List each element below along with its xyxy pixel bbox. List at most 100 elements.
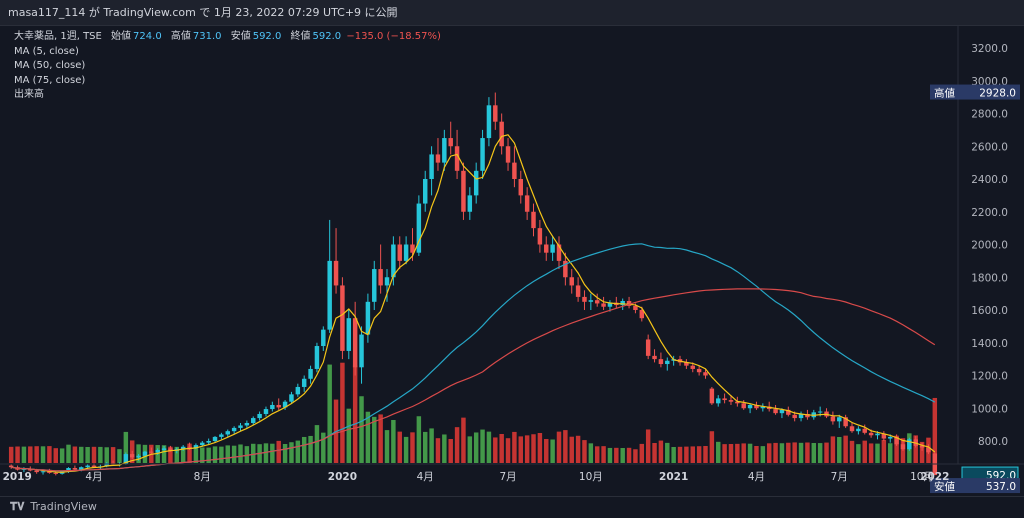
candle-body [645, 339, 651, 356]
candle-body [620, 300, 625, 306]
candle-body [894, 436, 899, 445]
volume-bar [359, 396, 364, 463]
candle-body [582, 296, 587, 302]
time-tick-label: 2019 [3, 471, 32, 483]
volume-bar [327, 364, 332, 463]
volume-bar [875, 443, 880, 463]
volume-bar [200, 447, 205, 463]
brand-name[interactable]: TradingView [30, 500, 97, 513]
publish-header: masa117_114 が TradingView.com で 1月 23, 2… [0, 0, 1024, 26]
volume-bar [289, 442, 294, 463]
candle-body [786, 409, 791, 415]
legend-ma75[interactable]: MA (75, close) [14, 74, 86, 86]
candle-body [454, 146, 460, 171]
volume-bar [442, 434, 447, 463]
volume-bar [136, 444, 141, 463]
legend-volume[interactable]: 出来高 [14, 89, 44, 100]
volume-bar [811, 443, 817, 463]
candle-body [556, 244, 562, 261]
candle-body [684, 362, 689, 366]
volume-bar [225, 445, 230, 463]
time-tick-label: 10月 [579, 471, 603, 483]
volume-bar [505, 438, 511, 463]
candle-body [340, 285, 345, 351]
candle-body [295, 386, 301, 395]
candle-body [21, 468, 27, 470]
volume-bar [709, 431, 715, 463]
volume-bar [28, 446, 33, 463]
candle-body [881, 433, 887, 439]
volume-bar [881, 439, 887, 463]
candle-body [830, 416, 836, 422]
volume-bar [193, 447, 199, 463]
candle-body [703, 372, 708, 376]
time-tick-label: 2020 [328, 471, 357, 483]
volume-bar [372, 416, 377, 463]
candle-body [709, 388, 715, 404]
volume-bar [187, 443, 192, 463]
volume-bar [932, 397, 938, 463]
volume-bar [722, 444, 727, 463]
volume-bar [665, 442, 670, 463]
volume-bar [454, 427, 460, 463]
volume-bar [8, 446, 14, 463]
candle-body [639, 310, 645, 319]
candle-body [282, 401, 288, 408]
candle-body [123, 454, 129, 464]
volume-bar [652, 443, 657, 463]
volume-bar [830, 436, 836, 463]
candle-body [225, 431, 230, 435]
volume-bar [894, 435, 899, 463]
volume-bar [66, 444, 71, 463]
time-tick-label: 4月 [417, 471, 434, 483]
volume-bar [556, 431, 562, 463]
price-tick-label: 2400.0 [971, 174, 1008, 186]
candle-body [422, 179, 428, 204]
candle-body [206, 441, 211, 443]
candle-body [238, 425, 243, 428]
volume-bar [429, 428, 434, 463]
candle-body [868, 432, 874, 436]
candle-body [435, 154, 441, 163]
candle-body [263, 409, 269, 414]
candle-body [91, 465, 97, 468]
candle-body [200, 442, 205, 446]
candle-body [537, 228, 543, 245]
volume-bar [741, 443, 746, 463]
legend-ma50[interactable]: MA (50, close) [14, 60, 86, 71]
volume-bar [15, 446, 20, 463]
candle-body [346, 318, 352, 351]
volume-bar [206, 447, 211, 463]
volume-bar [766, 443, 772, 463]
candle-body [741, 403, 746, 409]
legend-ma5[interactable]: MA (5, close) [14, 45, 79, 57]
candle-body [856, 428, 861, 432]
candle-body [735, 401, 740, 404]
candle-body [716, 398, 721, 404]
volume-bar [747, 443, 753, 463]
volume-bar [461, 417, 466, 463]
candle-body [728, 400, 734, 402]
price-chart[interactable]: 3200.03000.02800.02600.02400.02200.02000… [0, 26, 1024, 496]
volume-bar [779, 443, 785, 463]
volume-bar [473, 432, 479, 463]
volume-bar [792, 442, 797, 463]
volume-bar [168, 446, 173, 463]
candle-body [594, 300, 600, 304]
legend-low-value: 592.0 [252, 31, 282, 42]
volume-bar [340, 362, 345, 463]
candle-body [66, 468, 71, 472]
tradingview-logo-icon[interactable]: 𝐓𝐕 [10, 500, 25, 513]
volume-bar [384, 430, 390, 463]
volume-bar [786, 442, 791, 463]
volume-bar [98, 446, 103, 463]
volume-bar [161, 445, 167, 463]
volume-bar [594, 446, 600, 463]
volume-bar [805, 442, 810, 463]
volume-bar [47, 446, 52, 463]
volume-bar [849, 440, 855, 463]
volume-bar [282, 444, 288, 463]
candle-body [142, 451, 148, 456]
volume-bar [276, 440, 281, 463]
time-tick-label: 2021 [659, 471, 688, 483]
